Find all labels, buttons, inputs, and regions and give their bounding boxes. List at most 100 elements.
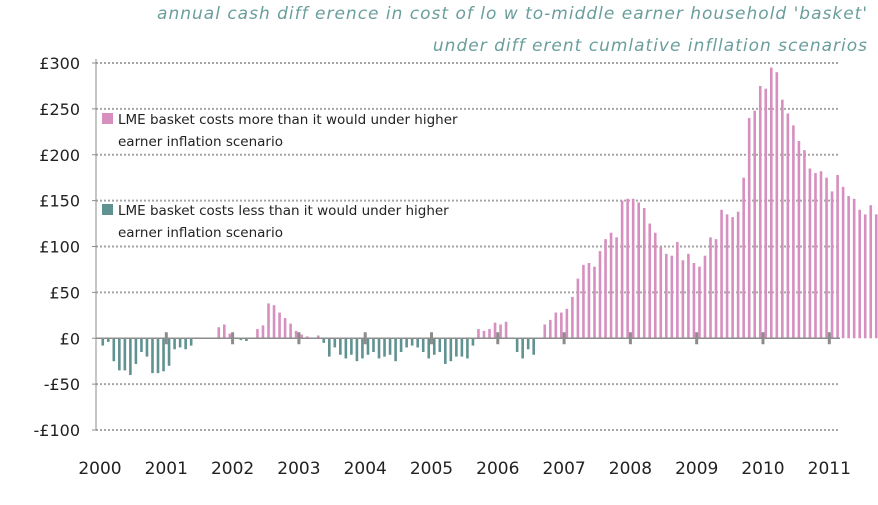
bar [526, 338, 530, 350]
bar [482, 330, 486, 339]
bar [167, 338, 171, 366]
y-tick-label: £300 [39, 54, 80, 73]
bar [676, 241, 679, 339]
bar [394, 338, 397, 362]
y-tick-label: £150 [39, 192, 80, 211]
bar [300, 334, 303, 339]
bar [725, 214, 729, 339]
bar [836, 174, 839, 339]
bar [560, 312, 563, 339]
bar [112, 338, 116, 362]
chart-title-line-2: under diff erent cumlative infllation sc… [432, 36, 868, 56]
x-tick-label: 2002 [211, 459, 254, 479]
y-axis-labels: -£100 -£50 £0 £50 £100 £150 £200 £250 £300 [34, 54, 81, 440]
bar [427, 338, 431, 359]
bar [156, 338, 160, 374]
legend-label: LME basket costs less than it would unde… [118, 203, 449, 219]
bar [521, 338, 524, 359]
bar [626, 198, 629, 339]
bar [106, 338, 110, 342]
bar [803, 150, 806, 339]
bar [582, 264, 585, 339]
bar [272, 305, 276, 339]
bar [316, 335, 320, 339]
x-tick [496, 332, 500, 345]
bar [863, 214, 867, 339]
bar [587, 263, 591, 339]
bar [786, 113, 790, 339]
bar [129, 338, 132, 375]
bar [874, 214, 878, 339]
bar [372, 338, 375, 353]
bar [327, 338, 331, 357]
bar [665, 253, 668, 339]
bar [758, 85, 762, 339]
legend-label: LME basket costs more than it would unde… [118, 112, 458, 128]
bar [305, 336, 309, 339]
x-tick-label: 2010 [741, 459, 784, 479]
bar [173, 338, 176, 350]
chart-title-line-1: annual cash diff erence in cost of lo w … [157, 4, 868, 24]
bar [162, 338, 165, 372]
bar [736, 211, 740, 339]
bar [653, 232, 657, 339]
bar [532, 338, 536, 355]
bar [471, 338, 475, 346]
bar [731, 217, 734, 339]
y-tick-label: £200 [39, 146, 80, 165]
x-tick [562, 332, 566, 345]
bar [444, 338, 447, 364]
bar [841, 186, 845, 339]
bar [631, 198, 635, 339]
bar [687, 253, 690, 339]
bar [344, 338, 348, 359]
bar [123, 338, 127, 371]
y-tick-label: -£100 [34, 421, 81, 440]
bar [515, 338, 519, 353]
bar [747, 118, 751, 339]
bar [576, 278, 580, 339]
bar [609, 232, 613, 339]
x-tick-label: 2001 [145, 459, 188, 479]
bar [769, 67, 773, 339]
bar [858, 209, 861, 339]
bar [377, 338, 381, 359]
bar [339, 338, 342, 355]
bar [637, 202, 640, 339]
bar [101, 338, 105, 346]
bar [698, 266, 701, 339]
legend-swatch [102, 204, 113, 215]
x-tick-label: 2004 [344, 459, 387, 479]
x-tick-label: 2000 [78, 459, 121, 479]
x-tick-label: 2007 [542, 459, 585, 479]
bar [438, 338, 442, 353]
bar [792, 125, 795, 339]
legend-swatch [102, 113, 113, 124]
bar [283, 318, 287, 339]
x-tick [231, 332, 235, 345]
bar [383, 338, 386, 357]
bar [267, 303, 270, 339]
bar [554, 312, 558, 339]
bar [466, 338, 469, 359]
x-tick [430, 332, 433, 345]
bar [399, 338, 403, 353]
bar [333, 338, 337, 348]
x-tick [297, 332, 301, 345]
x-axis-labels: 2000 2001 2002 2003 2004 2005 2006 2007 2008 2009… [78, 459, 851, 479]
bar [714, 239, 718, 339]
bar [604, 239, 607, 339]
bar [720, 209, 723, 339]
legend-label: earner inflation scenario [118, 134, 283, 150]
bar [670, 255, 674, 339]
bar [145, 338, 149, 357]
bar [477, 329, 480, 339]
x-tick [363, 332, 367, 345]
x-tick-label: 2003 [277, 459, 320, 479]
bar [184, 338, 187, 350]
bar [488, 329, 491, 339]
legend: LME basket costs more than it would unde… [102, 112, 458, 241]
bar [245, 338, 248, 341]
bar [416, 338, 419, 348]
